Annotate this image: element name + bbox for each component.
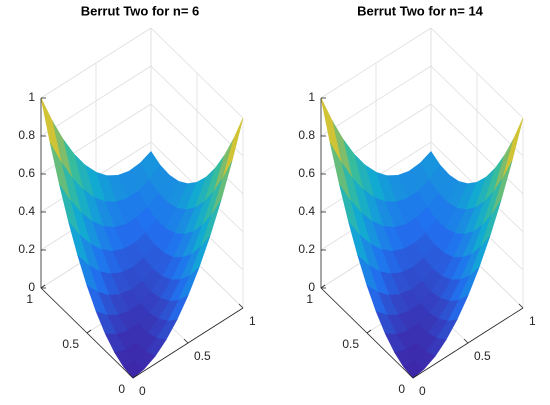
x-tick	[463, 338, 469, 344]
y-tick	[40, 284, 46, 289]
z-tick-label: 0.4	[298, 204, 315, 218]
z-tick-label: 1	[308, 90, 315, 104]
surface-patch	[320, 97, 342, 163]
z-tick-label: 0.8	[298, 128, 315, 142]
grid-line	[320, 27, 432, 99]
x-tick	[408, 373, 414, 379]
z-tick-label: 0.6	[18, 166, 35, 180]
surface-patch	[403, 360, 425, 379]
z-tick-label: 0	[28, 280, 35, 294]
surface-patch	[502, 117, 524, 179]
grid-line	[430, 27, 524, 119]
y-tick-label: 0	[118, 382, 125, 396]
grid-line	[150, 65, 244, 157]
z-tick-label: 0.2	[298, 242, 315, 256]
x-tick-label: 1	[529, 314, 536, 328]
grid-line	[150, 103, 244, 195]
y-tick-label: 0	[398, 382, 405, 396]
z-tick-label: 0.4	[18, 204, 35, 218]
grid-line	[430, 103, 524, 195]
surface-patch	[222, 117, 244, 179]
x-tick-label: 0.5	[474, 349, 491, 363]
y-tick	[412, 374, 418, 379]
grid-line	[40, 27, 152, 99]
y-tick-label: 0.5	[62, 337, 79, 351]
surface-patch	[123, 360, 145, 379]
grid-line	[40, 65, 152, 137]
x-tick-label: 1	[249, 314, 256, 328]
x-tick	[183, 338, 189, 344]
grid-line	[320, 65, 432, 137]
grid-line	[430, 65, 524, 157]
x-tick	[128, 373, 134, 379]
z-tick-label: 0.8	[18, 128, 35, 142]
z-tick-label: 0.6	[298, 166, 315, 180]
y-tick-label: 0.5	[342, 337, 359, 351]
chart-title: Berrut Two for n= 6	[81, 3, 200, 18]
y-tick-label: 1	[306, 292, 313, 306]
x-tick	[518, 303, 524, 309]
z-tick-label: 0	[308, 280, 315, 294]
x-tick-label: 0.5	[194, 349, 211, 363]
z-tick-label: 1	[28, 90, 35, 104]
y-tick	[320, 284, 326, 289]
y-tick-label: 1	[26, 292, 33, 306]
y-tick	[132, 374, 138, 379]
y-tick	[86, 329, 92, 334]
z-tick-label: 0.2	[18, 242, 35, 256]
chart-title: Berrut Two for n= 14	[357, 3, 484, 18]
surface-patch	[40, 97, 62, 163]
x-tick	[238, 303, 244, 309]
y-tick	[366, 329, 372, 334]
x-tick-label: 0	[419, 384, 426, 398]
grid-line	[150, 27, 244, 119]
x-tick-label: 0	[139, 384, 146, 398]
